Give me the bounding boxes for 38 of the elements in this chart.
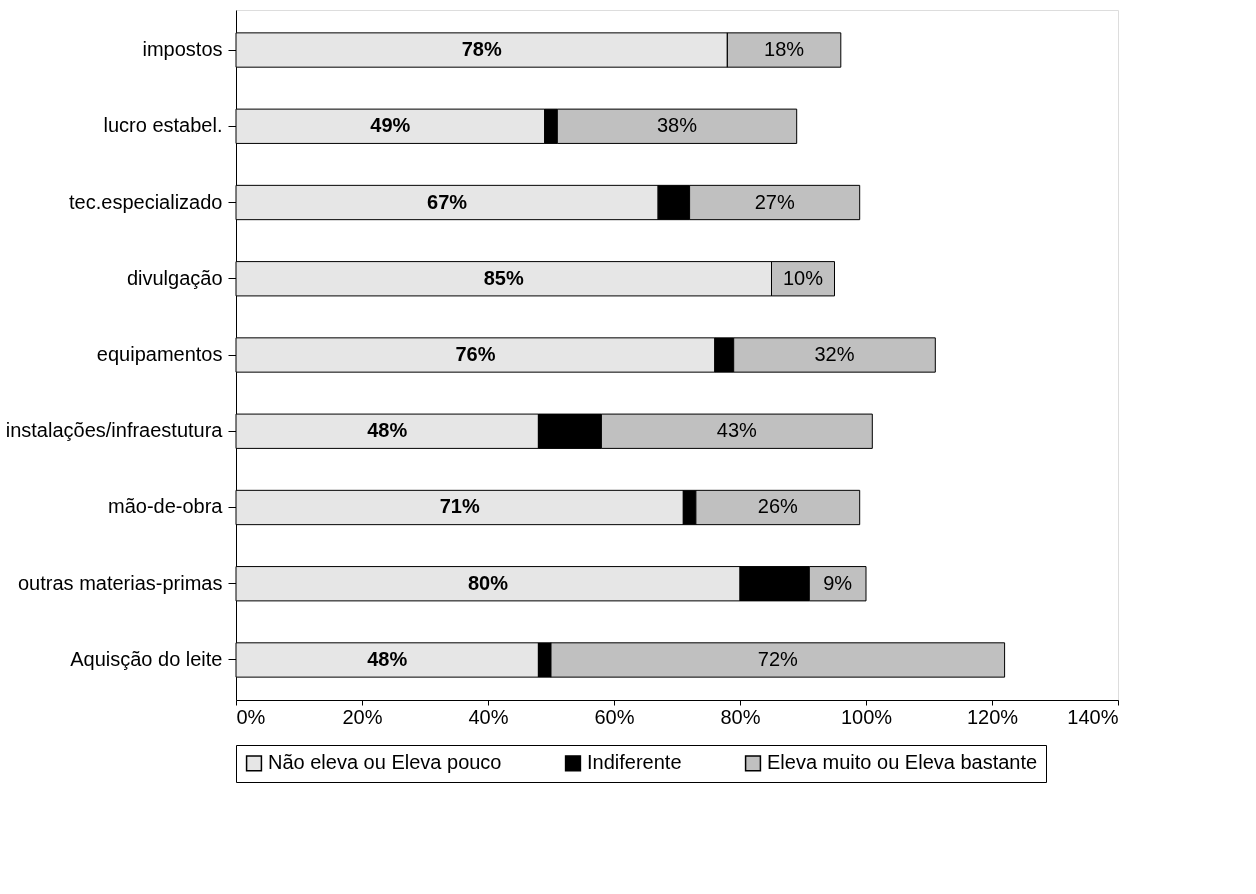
y-tick-label: instalações/infraestutura	[5, 419, 224, 442]
y-tick-label: tec.especializado	[69, 190, 223, 213]
data-label: 27%	[754, 190, 795, 213]
y-tick-label: Aquisção do leite	[70, 647, 223, 670]
legend-label: Não eleva ou Eleva pouco	[268, 751, 502, 774]
x-tick-label: 80%	[720, 705, 761, 728]
x-tick-label: 120%	[966, 705, 1019, 728]
y-tick-label: outras materias-primas	[17, 571, 223, 594]
y-tick-label: equipamentos	[96, 343, 223, 365]
data-label: 26%	[757, 495, 799, 518]
x-tick-label: 140%	[1067, 705, 1119, 728]
x-tick-label: 100%	[840, 705, 893, 728]
x-tick-label: 60%	[594, 705, 635, 728]
data-label: 78%	[461, 38, 502, 61]
data-label: 43%	[716, 419, 758, 442]
data-label: 18%	[764, 38, 805, 61]
y-tick-label: lucro estabel.	[103, 114, 223, 137]
data-label: 67%	[427, 190, 468, 213]
data-label: 48%	[367, 419, 408, 442]
legend-label: Eleva muito ou Eleva bastante	[767, 751, 1038, 774]
y-tick-label: impostos	[142, 38, 223, 61]
data-label: 48%	[367, 647, 408, 670]
x-tick-label: 40%	[468, 705, 509, 728]
data-label: 71%	[439, 495, 480, 518]
legend-label: Indiferente	[587, 751, 682, 774]
data-label: 49%	[370, 114, 411, 137]
x-tick-label: 0%	[236, 705, 266, 728]
y-tick-label: divulgação	[126, 266, 223, 289]
data-label: 80%	[467, 571, 509, 594]
data-label: 10%	[782, 266, 824, 289]
data-label: 32%	[814, 343, 855, 365]
data-label: 85%	[483, 266, 524, 289]
y-tick-label: mão-de-obra	[107, 495, 224, 518]
data-label: 9%	[823, 571, 853, 594]
data-label: 38%	[656, 114, 698, 137]
x-tick-label: 20%	[342, 705, 383, 728]
data-label: 76%	[455, 343, 496, 365]
data-label: 72%	[757, 647, 799, 670]
